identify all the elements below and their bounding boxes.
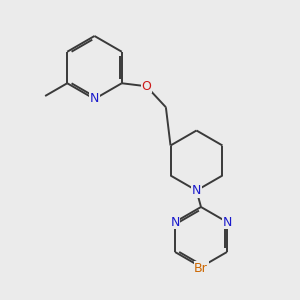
Text: N: N	[192, 184, 201, 197]
Text: Br: Br	[194, 262, 208, 275]
Text: N: N	[170, 215, 180, 229]
Text: O: O	[141, 80, 151, 93]
Text: N: N	[222, 215, 232, 229]
Text: N: N	[90, 92, 99, 106]
